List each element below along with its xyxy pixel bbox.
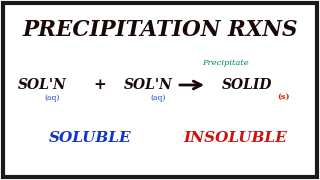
Text: SOLID: SOLID bbox=[222, 78, 272, 92]
Text: PRECIPITATION RXNS: PRECIPITATION RXNS bbox=[22, 19, 298, 41]
Text: (aq): (aq) bbox=[150, 94, 166, 102]
Text: (s): (s) bbox=[277, 93, 289, 101]
Text: INSOLUBLE: INSOLUBLE bbox=[183, 131, 287, 145]
Text: (aq): (aq) bbox=[44, 94, 60, 102]
Text: SOLUBLE: SOLUBLE bbox=[49, 131, 131, 145]
Text: SOL'N: SOL'N bbox=[124, 78, 172, 92]
Text: Precipitate: Precipitate bbox=[202, 59, 248, 67]
Text: +: + bbox=[94, 78, 106, 92]
Text: SOL'N: SOL'N bbox=[18, 78, 66, 92]
